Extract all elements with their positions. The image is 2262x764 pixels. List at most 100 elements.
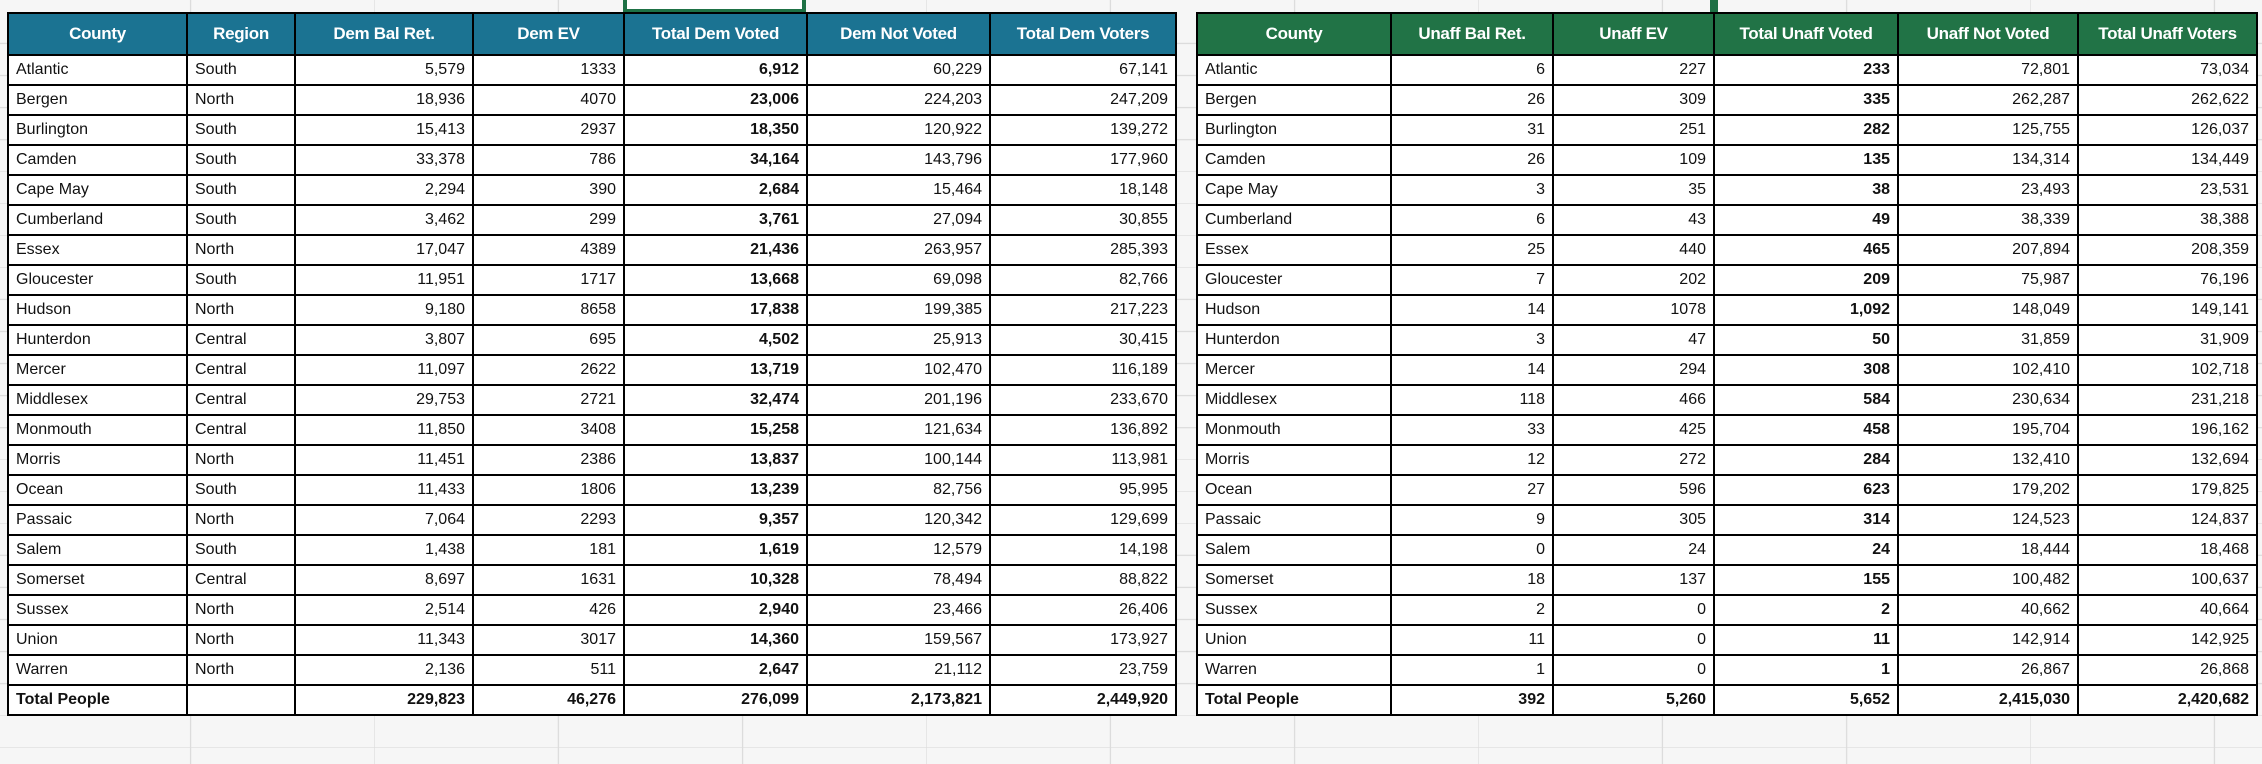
data-cell-unaff-5[interactable]: 262,622 bbox=[2077, 84, 2258, 116]
data-cell-dem-4[interactable]: 9,357 bbox=[623, 504, 808, 536]
data-cell-dem-2[interactable]: 15,413 bbox=[294, 114, 474, 146]
data-cell-unaff-0[interactable]: Salem bbox=[1196, 534, 1392, 566]
data-cell-dem-5[interactable]: 23,466 bbox=[806, 594, 991, 626]
data-cell-unaff-1[interactable]: 14 bbox=[1390, 354, 1554, 386]
data-cell-dem-0[interactable]: Middlesex bbox=[7, 384, 188, 416]
data-cell-dem-3[interactable]: 3017 bbox=[472, 624, 625, 656]
data-cell-unaff-5[interactable]: 124,837 bbox=[2077, 504, 2258, 536]
total-cell-unaff-5[interactable]: 2,420,682 bbox=[2077, 684, 2258, 716]
data-cell-unaff-3[interactable]: 465 bbox=[1713, 234, 1899, 266]
data-cell-dem-0[interactable]: Cumberland bbox=[7, 204, 188, 236]
data-cell-dem-3[interactable]: 786 bbox=[472, 144, 625, 176]
data-cell-unaff-5[interactable]: 208,359 bbox=[2077, 234, 2258, 266]
data-cell-dem-5[interactable]: 120,922 bbox=[806, 114, 991, 146]
data-cell-unaff-3[interactable]: 284 bbox=[1713, 444, 1899, 476]
data-cell-unaff-3[interactable]: 584 bbox=[1713, 384, 1899, 416]
data-cell-dem-5[interactable]: 27,094 bbox=[806, 204, 991, 236]
data-cell-dem-5[interactable]: 78,494 bbox=[806, 564, 991, 596]
data-cell-unaff-2[interactable]: 596 bbox=[1552, 474, 1715, 506]
total-cell-unaff-4[interactable]: 2,415,030 bbox=[1897, 684, 2079, 716]
data-cell-unaff-3[interactable]: 458 bbox=[1713, 414, 1899, 446]
data-cell-dem-1[interactable]: North bbox=[186, 654, 296, 686]
data-cell-dem-0[interactable]: Essex bbox=[7, 234, 188, 266]
data-cell-unaff-1[interactable]: 25 bbox=[1390, 234, 1554, 266]
data-cell-dem-1[interactable]: South bbox=[186, 114, 296, 146]
data-cell-dem-4[interactable]: 1,619 bbox=[623, 534, 808, 566]
data-cell-dem-4[interactable]: 13,719 bbox=[623, 354, 808, 386]
data-cell-unaff-2[interactable]: 202 bbox=[1552, 264, 1715, 296]
data-cell-unaff-4[interactable]: 38,339 bbox=[1897, 204, 2079, 236]
data-cell-dem-2[interactable]: 18,936 bbox=[294, 84, 474, 116]
data-cell-unaff-3[interactable]: 2 bbox=[1713, 594, 1899, 626]
data-cell-dem-4[interactable]: 2,684 bbox=[623, 174, 808, 206]
unaff-table[interactable]: County Unaff Bal Ret. Unaff EV Total Unaff … bbox=[1196, 12, 2258, 716]
data-cell-dem-4[interactable]: 10,328 bbox=[623, 564, 808, 596]
data-cell-dem-2[interactable]: 5,579 bbox=[294, 54, 474, 86]
data-cell-dem-2[interactable]: 3,462 bbox=[294, 204, 474, 236]
data-cell-unaff-3[interactable]: 1,092 bbox=[1713, 294, 1899, 326]
data-cell-dem-4[interactable]: 3,761 bbox=[623, 204, 808, 236]
data-cell-dem-1[interactable]: Central bbox=[186, 414, 296, 446]
data-cell-dem-5[interactable]: 60,229 bbox=[806, 54, 991, 86]
data-cell-unaff-2[interactable]: 272 bbox=[1552, 444, 1715, 476]
data-cell-unaff-1[interactable]: 33 bbox=[1390, 414, 1554, 446]
data-cell-dem-5[interactable]: 224,203 bbox=[806, 84, 991, 116]
data-cell-unaff-0[interactable]: Gloucester bbox=[1196, 264, 1392, 296]
data-cell-dem-2[interactable]: 11,850 bbox=[294, 414, 474, 446]
data-cell-dem-0[interactable]: Monmouth bbox=[7, 414, 188, 446]
data-cell-unaff-3[interactable]: 233 bbox=[1713, 54, 1899, 86]
data-cell-unaff-5[interactable]: 73,034 bbox=[2077, 54, 2258, 86]
data-cell-dem-1[interactable]: South bbox=[186, 264, 296, 296]
data-cell-unaff-4[interactable]: 18,444 bbox=[1897, 534, 2079, 566]
data-cell-dem-6[interactable]: 95,995 bbox=[989, 474, 1177, 506]
data-cell-dem-6[interactable]: 285,393 bbox=[989, 234, 1177, 266]
data-cell-unaff-2[interactable]: 294 bbox=[1552, 354, 1715, 386]
data-cell-dem-2[interactable]: 3,807 bbox=[294, 324, 474, 356]
data-cell-unaff-4[interactable]: 142,914 bbox=[1897, 624, 2079, 656]
data-cell-unaff-4[interactable]: 195,704 bbox=[1897, 414, 2079, 446]
data-cell-dem-3[interactable]: 426 bbox=[472, 594, 625, 626]
data-cell-dem-3[interactable]: 1717 bbox=[472, 264, 625, 296]
data-cell-unaff-1[interactable]: 118 bbox=[1390, 384, 1554, 416]
data-cell-dem-1[interactable]: South bbox=[186, 174, 296, 206]
data-cell-unaff-0[interactable]: Union bbox=[1196, 624, 1392, 656]
total-cell-dem-6[interactable]: 2,449,920 bbox=[989, 684, 1177, 716]
data-cell-unaff-0[interactable]: Morris bbox=[1196, 444, 1392, 476]
data-cell-dem-5[interactable]: 12,579 bbox=[806, 534, 991, 566]
data-cell-unaff-2[interactable]: 305 bbox=[1552, 504, 1715, 536]
data-cell-unaff-4[interactable]: 100,482 bbox=[1897, 564, 2079, 596]
data-cell-unaff-2[interactable]: 1078 bbox=[1552, 294, 1715, 326]
data-cell-dem-0[interactable]: Camden bbox=[7, 144, 188, 176]
data-cell-dem-6[interactable]: 217,223 bbox=[989, 294, 1177, 326]
data-cell-dem-5[interactable]: 82,756 bbox=[806, 474, 991, 506]
data-cell-dem-0[interactable]: Cape May bbox=[7, 174, 188, 206]
data-cell-unaff-1[interactable]: 3 bbox=[1390, 324, 1554, 356]
data-cell-dem-6[interactable]: 14,198 bbox=[989, 534, 1177, 566]
data-cell-unaff-3[interactable]: 282 bbox=[1713, 114, 1899, 146]
data-cell-dem-0[interactable]: Gloucester bbox=[7, 264, 188, 296]
data-cell-dem-6[interactable]: 30,415 bbox=[989, 324, 1177, 356]
data-cell-dem-0[interactable]: Atlantic bbox=[7, 54, 188, 86]
data-cell-unaff-4[interactable]: 23,493 bbox=[1897, 174, 2079, 206]
header-dem-total-dem-voters[interactable]: Total Dem Voters bbox=[989, 12, 1177, 56]
data-cell-unaff-3[interactable]: 308 bbox=[1713, 354, 1899, 386]
data-cell-unaff-1[interactable]: 6 bbox=[1390, 204, 1554, 236]
data-cell-unaff-4[interactable]: 230,634 bbox=[1897, 384, 2079, 416]
data-cell-dem-4[interactable]: 2,940 bbox=[623, 594, 808, 626]
data-cell-dem-0[interactable]: Somerset bbox=[7, 564, 188, 596]
data-cell-dem-5[interactable]: 15,464 bbox=[806, 174, 991, 206]
data-cell-unaff-5[interactable]: 132,694 bbox=[2077, 444, 2258, 476]
data-cell-dem-0[interactable]: Union bbox=[7, 624, 188, 656]
data-cell-unaff-2[interactable]: 109 bbox=[1552, 144, 1715, 176]
data-cell-unaff-1[interactable]: 31 bbox=[1390, 114, 1554, 146]
data-cell-unaff-1[interactable]: 26 bbox=[1390, 144, 1554, 176]
data-cell-dem-0[interactable]: Burlington bbox=[7, 114, 188, 146]
data-cell-dem-4[interactable]: 34,164 bbox=[623, 144, 808, 176]
data-cell-dem-2[interactable]: 11,433 bbox=[294, 474, 474, 506]
data-cell-dem-6[interactable]: 233,670 bbox=[989, 384, 1177, 416]
data-cell-unaff-4[interactable]: 75,987 bbox=[1897, 264, 2079, 296]
data-cell-unaff-2[interactable]: 227 bbox=[1552, 54, 1715, 86]
data-cell-dem-1[interactable]: North bbox=[186, 294, 296, 326]
data-cell-dem-4[interactable]: 6,912 bbox=[623, 54, 808, 86]
data-cell-dem-5[interactable]: 143,796 bbox=[806, 144, 991, 176]
